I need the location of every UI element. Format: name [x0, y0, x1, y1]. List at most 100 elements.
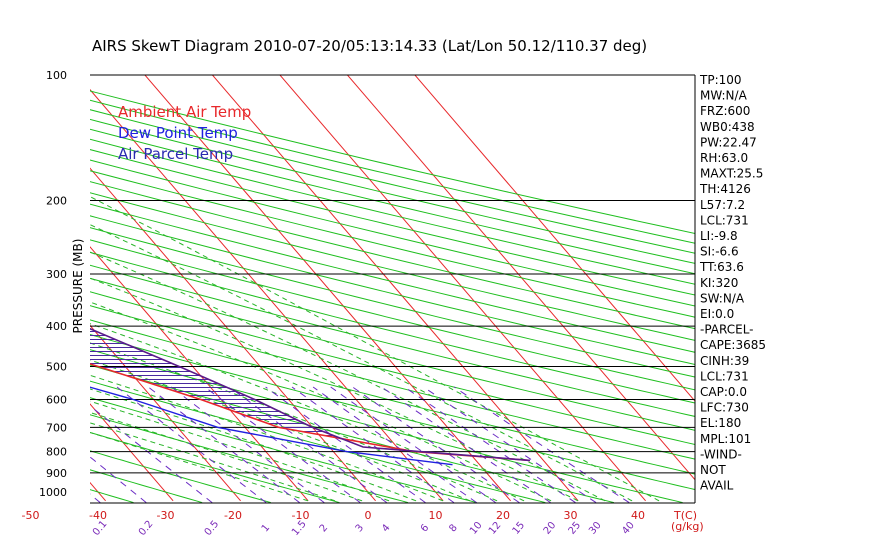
mixing-ratio-line	[352, 386, 520, 503]
isotherm-line	[90, 403, 174, 502]
dry-adiabat-line	[90, 118, 695, 264]
dry-adiabat-line	[90, 349, 683, 503]
isotherm-line	[90, 167, 376, 502]
dry-adiabat-line	[90, 450, 271, 503]
mixing-ratio-line	[330, 386, 496, 503]
index-item: FRZ:600	[700, 104, 750, 118]
ambient-temp-line	[90, 363, 530, 462]
dry-adiabat-line	[90, 469, 203, 503]
index-item: TH:4126	[699, 182, 751, 196]
dry-adiabat-line	[90, 227, 695, 378]
dry-adiabat-line	[90, 334, 695, 491]
dry-adiabat-line	[90, 251, 695, 404]
index-item: EI:0.0	[700, 307, 734, 321]
dry-adiabat-line	[90, 109, 695, 254]
mixing-ratio-label: 1	[260, 522, 273, 534]
index-item: AVAIL	[700, 479, 734, 493]
bottom-temp-label: 0	[365, 509, 372, 522]
index-item: L57:7.2	[700, 198, 745, 212]
index-item: -WIND-	[700, 447, 742, 461]
index-item: LCL:731	[700, 213, 749, 227]
index-item: KI:320	[700, 276, 738, 290]
index-item: LFC:730	[700, 401, 749, 415]
index-item: EL:180	[700, 416, 741, 430]
index-item: RH:63.0	[700, 151, 748, 165]
bottom-temp-label: -30	[157, 509, 175, 522]
mixing-ratio-line	[404, 386, 576, 503]
parcel-temp-line	[90, 327, 530, 462]
dry-adiabat-line	[90, 397, 477, 503]
pressure-label: 400	[46, 320, 67, 333]
bottom-temp-label: 20	[496, 509, 510, 522]
index-item: LCL:731	[700, 369, 749, 383]
dry-adiabat-line	[90, 170, 695, 318]
pressure-label: 500	[46, 361, 67, 374]
index-item: MW:N/A	[700, 89, 748, 103]
mixing-ratio-line	[90, 405, 213, 503]
index-item: CAP:0.0	[700, 385, 747, 399]
mixing-ratio-line	[453, 386, 630, 503]
index-item: NOT	[700, 463, 726, 477]
dry-adiabat-line	[90, 264, 695, 417]
legend-ambient: Ambient Air Temp	[118, 103, 251, 121]
bottom-temp-label: 10	[429, 509, 443, 522]
index-item: SW:N/A	[700, 291, 745, 305]
mixing-ratio-line	[147, 386, 300, 503]
x-axis-unit-label: T(C)	[673, 509, 697, 522]
mixing-ratio-label: 3	[354, 522, 367, 534]
index-item: WB0:438	[700, 120, 755, 134]
legend-parcel: Air Parcel Temp	[118, 145, 233, 163]
dry-adiabat-line	[90, 159, 695, 307]
y-axis-label: PRESSURE (MB)	[71, 239, 85, 334]
dry-adiabat-line	[90, 99, 695, 244]
index-item: TT:63.6	[699, 260, 744, 274]
dry-adiabat-line	[90, 319, 695, 475]
dry-adiabat-line	[90, 181, 695, 330]
isotherm-line	[144, 75, 511, 502]
index-item: MPL:101	[700, 432, 751, 446]
index-item: CINH:39	[700, 354, 749, 368]
index-item: PW:22.47	[700, 135, 757, 149]
index-item: MAXT:25.5	[700, 167, 763, 181]
cape-hatch	[90, 331, 334, 436]
bottom-temp-label: -50	[22, 509, 40, 522]
pressure-label: 600	[46, 394, 67, 407]
isotherm-line	[414, 75, 695, 402]
mixing-ratio-line	[381, 386, 551, 503]
legend-dewpoint: Dew Point Temp	[118, 124, 238, 142]
mixing-ratio-line	[265, 386, 426, 503]
dry-adiabat-line	[90, 431, 340, 503]
pressure-label: 800	[46, 446, 67, 459]
mixing-ratio-unit-label: (g/kg)	[671, 520, 704, 533]
pressure-lines	[90, 74, 696, 504]
dry-adiabat-line	[90, 149, 695, 296]
mixing-ratio-line	[229, 386, 387, 503]
dry-adiabat-line	[90, 138, 695, 285]
dry-adiabat-line	[90, 414, 409, 503]
isotherm-line	[346, 75, 695, 481]
dry-adiabat-line	[90, 128, 695, 275]
sounding-profiles	[90, 327, 530, 466]
mixing-ratio-line	[312, 386, 477, 503]
bottom-temp-label: 40	[631, 509, 645, 522]
bottom-temp-label: 30	[564, 509, 578, 522]
pressure-label: 1000	[39, 486, 67, 499]
bottom-temp-label: -20	[224, 509, 242, 522]
mixing-ratio-line	[423, 386, 597, 503]
pressure-label: 100	[46, 69, 67, 82]
index-item: LI:-9.8	[700, 229, 738, 243]
mixing-ratio-line	[291, 386, 455, 503]
chart-title: AIRS SkewT Diagram 2010-07-20/05:13:14.3…	[92, 37, 647, 55]
mixing-ratio-label: 6	[419, 522, 432, 534]
bottom-temp-label: -40	[89, 509, 107, 522]
index-item: SI:-6.6	[700, 245, 739, 259]
mixing-ratio-label: 8	[447, 522, 460, 534]
dry-adiabat-line	[90, 192, 695, 341]
legend: Ambient Air Temp Dew Point Temp Air Parc…	[118, 103, 251, 163]
mixing-ratio-label: 2	[318, 522, 331, 534]
mixing-ratio-line	[116, 386, 267, 503]
mixing-ratio-line	[170, 386, 325, 503]
dry-adiabat-line	[90, 291, 695, 446]
